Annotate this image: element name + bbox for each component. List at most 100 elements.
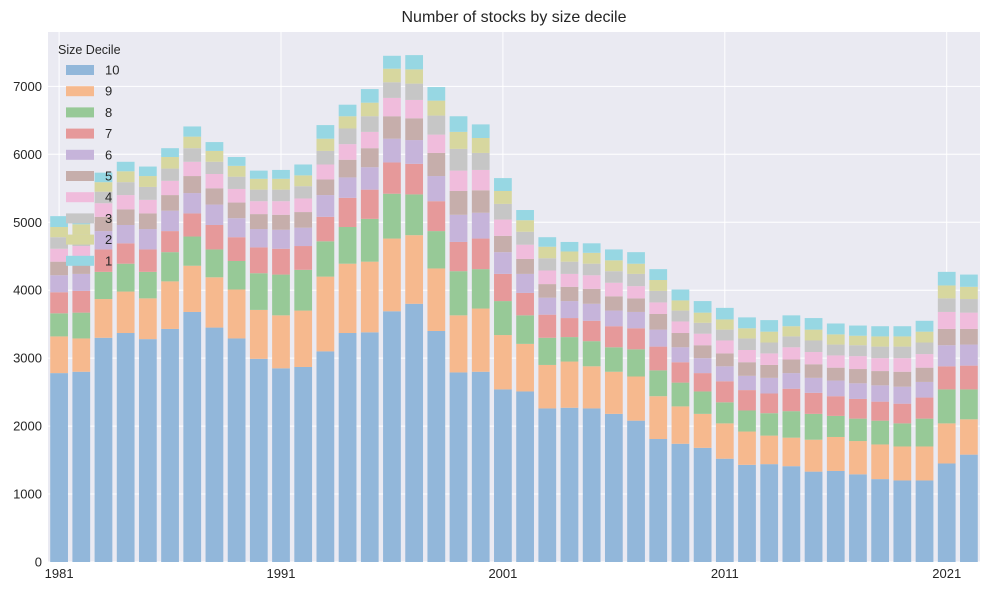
bar-decile-7-2005 <box>582 320 601 342</box>
bar-decile-7-1989 <box>227 237 246 261</box>
bar-decile-5-2009 <box>671 333 690 348</box>
bar-decile-4-2007 <box>627 286 645 299</box>
bar-decile-6-1993 <box>316 195 335 217</box>
bar-decile-2-2010 <box>693 312 712 323</box>
bar-decile-1-1995 <box>360 89 379 103</box>
bar-decile-8-1999 <box>449 271 468 316</box>
legend-label-1: 1 <box>105 253 112 268</box>
bar-decile-1-2021 <box>937 271 956 286</box>
bar-decile-3-1997 <box>405 83 424 100</box>
legend-label-8: 8 <box>105 105 112 120</box>
bar-decile-9-2016 <box>826 436 845 471</box>
bar-decile-5-2002 <box>516 258 534 274</box>
bar-decile-3-2004 <box>560 261 579 274</box>
bar-decile-8-2005 <box>582 341 601 367</box>
bar-decile-10-2001 <box>494 389 512 562</box>
legend-swatch-9 <box>66 86 94 97</box>
bar-decile-9-1994 <box>338 263 357 334</box>
bar-decile-6-2022 <box>960 344 978 366</box>
bar-decile-5-2015 <box>804 364 823 378</box>
bar-decile-6-1996 <box>383 138 401 163</box>
bar-decile-5-2000 <box>471 190 490 213</box>
x-tick-label: 1991 <box>267 566 296 581</box>
bar-decile-1-1991 <box>272 169 290 179</box>
bar-decile-5-2001 <box>494 235 512 253</box>
legend-label-10: 10 <box>105 63 119 78</box>
bar-decile-7-2012 <box>738 390 756 411</box>
bar-decile-10-1992 <box>294 366 313 562</box>
bar-decile-5-2003 <box>538 284 557 298</box>
bar-decile-3-2001 <box>494 203 512 220</box>
bar-decile-10-2017 <box>849 474 867 562</box>
bar-decile-7-2017 <box>849 398 867 419</box>
bar-decile-9-1984 <box>116 291 135 334</box>
bar-decile-4-1983 <box>94 203 113 217</box>
bar-decile-9-2010 <box>693 413 712 448</box>
bar-decile-4-1985 <box>138 199 157 214</box>
bar-decile-5-1990 <box>249 214 268 230</box>
bar-decile-10-2021 <box>937 463 956 562</box>
legend-swatch-2 <box>66 234 94 245</box>
bar-decile-3-2016 <box>826 344 845 356</box>
bar-decile-9-2007 <box>627 376 645 421</box>
bar-decile-2-1991 <box>272 178 290 190</box>
bar-decile-3-2012 <box>738 338 756 350</box>
legend-swatch-1 <box>66 255 94 266</box>
bar-decile-8-2020 <box>915 418 934 447</box>
bar-decile-7-1994 <box>338 197 357 228</box>
y-tick-label: 7000 <box>13 79 42 94</box>
bar-decile-7-1995 <box>360 189 379 219</box>
bar-decile-6-2016 <box>826 380 845 397</box>
bar-decile-7-1996 <box>383 162 401 194</box>
bar-decile-2-1988 <box>205 150 224 162</box>
bar-decile-4-1987 <box>183 161 202 177</box>
bar-decile-2-2015 <box>804 329 823 341</box>
bar-decile-2-2022 <box>960 286 978 300</box>
bar-decile-5-2019 <box>893 371 912 387</box>
bar-decile-9-2020 <box>915 446 934 481</box>
bar-decile-5-1995 <box>360 148 379 168</box>
bar-decile-3-1994 <box>338 128 357 145</box>
bar-decile-10-2005 <box>582 408 601 562</box>
bar-decile-6-2018 <box>871 385 890 402</box>
bar-decile-1-1990 <box>249 170 268 179</box>
bar-decile-1-1984 <box>116 161 135 172</box>
bar-decile-7-1993 <box>316 216 335 242</box>
y-tick-label: 4000 <box>13 283 42 298</box>
bar-decile-9-2018 <box>871 444 890 480</box>
bar-decile-7-2015 <box>804 392 823 414</box>
bar-decile-6-1995 <box>360 167 379 190</box>
bar-decile-4-2020 <box>915 354 934 368</box>
bar-decile-3-2013 <box>760 342 779 354</box>
bar-decile-6-2012 <box>738 375 756 391</box>
bar-decile-3-1996 <box>383 82 401 98</box>
bar-decile-6-1981 <box>50 275 68 293</box>
bar-decile-6-2010 <box>693 358 712 374</box>
bar-decile-4-1995 <box>360 131 379 149</box>
bar-decile-5-1983 <box>94 216 113 232</box>
legend-label-4: 4 <box>105 190 112 205</box>
bar-decile-8-2002 <box>516 315 534 344</box>
bar-decile-6-1988 <box>205 204 224 225</box>
legend-swatch-8 <box>66 107 94 118</box>
bar-decile-9-2011 <box>715 423 734 459</box>
bar-decile-8-2022 <box>960 389 978 420</box>
bar-decile-4-1991 <box>272 201 290 215</box>
bar-decile-2-1994 <box>338 116 357 129</box>
bar-decile-4-1989 <box>227 188 246 203</box>
bar-decile-9-1986 <box>161 281 179 329</box>
bar-decile-5-1981 <box>50 261 68 276</box>
bar-decile-8-2000 <box>471 269 490 309</box>
bar-decile-4-2002 <box>516 244 534 259</box>
bar-decile-3-2002 <box>516 231 534 245</box>
bar-decile-10-1991 <box>272 368 290 562</box>
bar-decile-10-1996 <box>383 311 401 562</box>
bar-decile-5-1987 <box>183 176 202 194</box>
bar-decile-9-2009 <box>671 406 690 444</box>
bar-decile-7-2010 <box>693 373 712 392</box>
bar-decile-5-2010 <box>693 345 712 359</box>
bar-decile-7-1983 <box>94 249 113 272</box>
bar-decile-2-1982 <box>72 224 91 235</box>
bar-decile-6-2021 <box>937 345 956 367</box>
bar-decile-9-1988 <box>205 277 224 328</box>
